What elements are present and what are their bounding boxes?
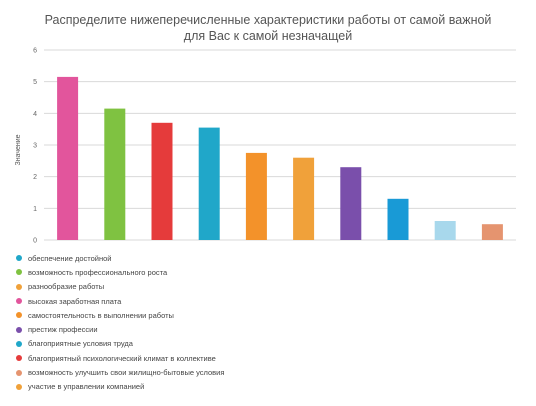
legend-swatch xyxy=(16,340,22,347)
legend-swatch xyxy=(16,255,22,262)
bar-5 xyxy=(245,152,267,240)
legend-label: возможность улучшить свои жилищно-бытовы… xyxy=(28,368,225,378)
legend-label: обеспечение достойной xyxy=(28,253,112,263)
legend-item: участие в управлении компанией xyxy=(16,380,516,394)
chart-subtitle: для Вас к самой незначащей xyxy=(183,29,353,43)
y-axis-title: Значение xyxy=(15,134,22,165)
legend-item: разнообразие работы xyxy=(16,280,516,294)
bar-3 xyxy=(151,122,173,240)
y-tick-label: 3 xyxy=(33,143,37,150)
bar-2 xyxy=(104,108,126,240)
y-tick-label: 4 xyxy=(33,111,37,118)
legend-item: возможность профессионального роста xyxy=(16,265,516,279)
bar-chart: 0 1 2 3 4 5 6 Значение xyxy=(15,48,516,245)
bar-1 xyxy=(57,76,79,241)
legend-label: престиж профессии xyxy=(28,325,98,335)
bar-6 xyxy=(293,157,315,240)
legend-label: возможность профессионального роста xyxy=(28,267,168,277)
legend-label: благоприятные условия труда xyxy=(28,339,133,349)
y-tick-label: 6 xyxy=(33,48,37,55)
y-tick-label: 5 xyxy=(33,79,37,86)
legend-swatch xyxy=(16,283,22,290)
legend-item: благоприятный психологический климат в к… xyxy=(16,351,516,365)
bar-4 xyxy=(198,127,220,240)
legend-swatch xyxy=(16,298,22,305)
legend: обеспечение достойной возможность професс… xyxy=(16,251,516,394)
bar-10 xyxy=(481,224,503,240)
legend-swatch xyxy=(16,269,22,276)
legend-label: высокая заработная плата xyxy=(28,296,122,306)
legend-swatch xyxy=(16,312,22,319)
legend-swatch xyxy=(16,369,22,376)
legend-item: престиж профессии xyxy=(16,322,516,336)
legend-swatch xyxy=(16,326,22,333)
y-tick-label: 0 xyxy=(33,238,37,245)
legend-item: обеспечение достойной xyxy=(16,251,516,265)
bars xyxy=(57,76,503,241)
legend-item: высокая заработная плата xyxy=(16,294,516,308)
chart-title: Распределите нижеперечисленные характери… xyxy=(0,12,536,44)
legend-label: благоприятный психологический климат в к… xyxy=(28,353,216,363)
legend-item: благоприятные условия труда xyxy=(16,337,516,351)
chart-title-main: Распределите нижеперечисленные характери… xyxy=(44,13,492,27)
legend-item: возможность улучшить свои жилищно-бытовы… xyxy=(16,365,516,379)
y-tick-label: 2 xyxy=(33,174,37,181)
bar-8 xyxy=(387,198,409,240)
legend-label: участие в управлении компанией xyxy=(28,382,145,392)
y-axis-tick-labels: 0 1 2 3 4 5 6 xyxy=(33,48,37,245)
legend-swatch xyxy=(16,383,22,390)
y-tick-label: 1 xyxy=(33,206,37,213)
legend-swatch xyxy=(16,355,22,362)
legend-label: разнообразие работы xyxy=(28,282,105,292)
bar-7 xyxy=(340,167,362,240)
bar-9 xyxy=(434,221,456,240)
legend-label: самостоятельность в выполнении работы xyxy=(28,310,174,320)
legend-item: самостоятельность в выполнении работы xyxy=(16,308,516,322)
